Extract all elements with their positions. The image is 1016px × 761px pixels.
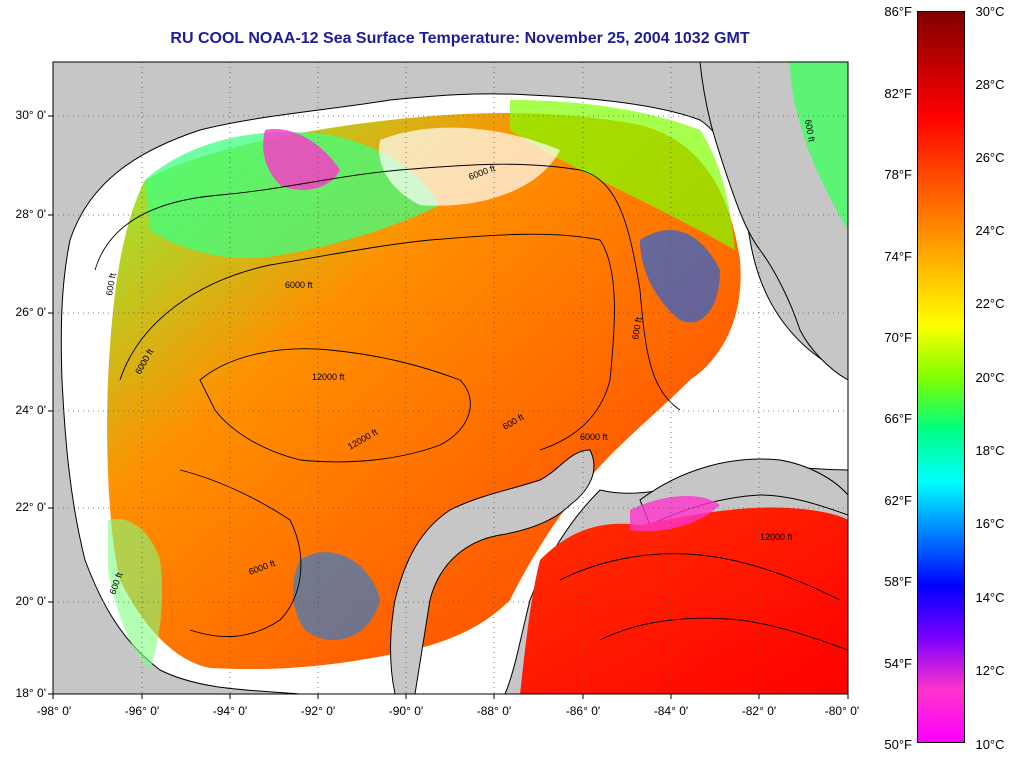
lon-label: -94° 0': [212, 704, 248, 718]
lon-label: -92° 0': [300, 704, 336, 718]
lat-label: 20° 0': [15, 594, 46, 608]
colorbar-c-label: 20°C: [975, 370, 1005, 385]
lat-label: 22° 0': [15, 500, 46, 514]
contour-label: 12000 ft: [312, 372, 345, 382]
sst-blue-patch: [640, 230, 720, 323]
lon-label: -98° 0': [36, 704, 72, 718]
contour-label: 12000 ft: [760, 532, 793, 542]
mexico-coast-sst: [108, 519, 162, 670]
colorbar-c-label: 10°C: [975, 737, 1005, 752]
lon-label: -96° 0': [124, 704, 160, 718]
lon-label: -86° 0': [565, 704, 601, 718]
lat-label: 26° 0': [15, 305, 46, 319]
colorbar-f-label: 54°F: [884, 656, 912, 671]
colorbar-c-label: 12°C: [975, 663, 1005, 678]
contour-label: 600 ft: [104, 272, 118, 296]
lon-label: -80° 0': [824, 704, 860, 718]
colorbar-f-label: 62°F: [884, 493, 912, 508]
colorbar-f-label: 50°F: [884, 737, 912, 752]
map-frame: [52, 61, 849, 695]
lat-label: 24° 0': [15, 403, 46, 417]
axis-ticks: [48, 115, 849, 699]
colorbar-f-label: 82°F: [884, 86, 912, 101]
colorbar-f-label: 86°F: [884, 4, 912, 19]
colorbar-c-label: 16°C: [975, 516, 1005, 531]
temperature-colorbar: [917, 11, 965, 743]
colorbar-f-label: 66°F: [884, 411, 912, 426]
contour-600ft: [94, 163, 681, 411]
florida-east-sst: [790, 62, 848, 230]
graticule: [53, 62, 848, 694]
yucatan-land: [390, 449, 595, 694]
colorbar-c-label: 28°C: [975, 77, 1005, 92]
sst-cool-north: [145, 132, 440, 259]
lon-label: -88° 0': [476, 704, 512, 718]
lon-label: -84° 0': [653, 704, 689, 718]
caribbean-magenta: [630, 495, 720, 532]
colorbar-f-label: 70°F: [884, 330, 912, 345]
colorbar-c-label: 30°C: [975, 4, 1005, 19]
lat-label: 18° 0': [15, 686, 46, 700]
sst-blue-patch-south: [293, 552, 380, 640]
colorbar-c-label: 26°C: [975, 150, 1005, 165]
caribbean-sst: [520, 507, 848, 694]
contour-6000ft-south: [179, 469, 302, 638]
contour-12000ft: [199, 348, 471, 463]
colorbar-c-label: 14°C: [975, 590, 1005, 605]
sst-white-cloud: [379, 127, 560, 206]
lon-label: -82° 0': [741, 704, 777, 718]
colorbar-c-label: 24°C: [975, 223, 1005, 238]
contour-label: 600 ft: [803, 119, 817, 143]
sst-cold-patch: [263, 129, 340, 190]
colorbar-f-label: 58°F: [884, 574, 912, 589]
colorbar-f-label: 78°F: [884, 167, 912, 182]
contour-6000ft: [119, 233, 615, 451]
lon-label: -90° 0': [388, 704, 424, 718]
contour-label: 600 ft: [630, 316, 644, 340]
contour-label: 6000 ft: [580, 432, 608, 442]
lat-label: 30° 0': [15, 108, 46, 122]
colorbar-f-label: 74°F: [884, 249, 912, 264]
colorbar-c-label: 18°C: [975, 443, 1005, 458]
colorbar-c-label: 22°C: [975, 296, 1005, 311]
contour-caribbean: [559, 553, 848, 651]
map-title: RU COOL NOAA-12 Sea Surface Temperature:…: [170, 30, 750, 47]
sst-cool-northeast: [510, 100, 735, 250]
lat-label: 28° 0': [15, 207, 46, 221]
contour-label: 6000 ft: [285, 280, 313, 290]
cuba-land: [639, 458, 848, 526]
